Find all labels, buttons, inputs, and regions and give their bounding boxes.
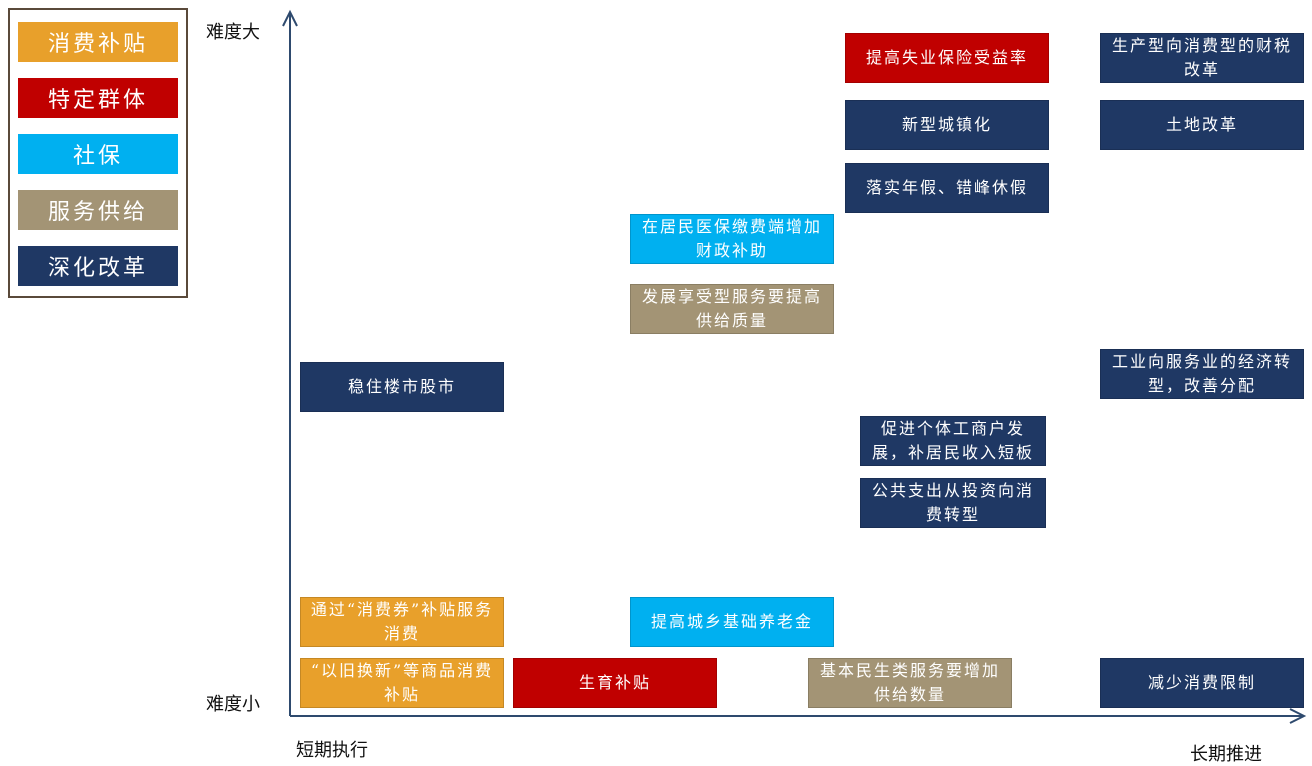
policy-box-medical-insurance-subsidy: 在居民医保缴费端增加财政补助	[630, 214, 834, 264]
policy-box-childbirth-subsidy: 生育补贴	[513, 658, 717, 708]
policy-box-public-spending-shift: 公共支出从投资向消费转型	[860, 478, 1046, 528]
x-axis-left-label: 短期执行	[296, 740, 368, 761]
policy-box-annual-leave: 落实年假、错峰休假	[845, 163, 1049, 213]
policy-box-reduce-restrictions: 减少消费限制	[1100, 658, 1304, 708]
policy-box-stabilize-markets: 稳住楼市股市	[300, 362, 504, 412]
policy-box-enjoyment-service-quality: 发展享受型服务要提高供给质量	[630, 284, 834, 334]
policy-box-economic-transformation: 工业向服务业的经济转型，改善分配	[1100, 349, 1304, 399]
legend: 消费补贴 特定群体 社保 服务供给 深化改革	[8, 8, 188, 298]
y-axis-bottom-label: 难度小	[206, 694, 260, 715]
legend-item-specific-groups: 特定群体	[18, 78, 178, 118]
policy-box-new-urbanization: 新型城镇化	[845, 100, 1049, 150]
legend-item-deepen-reform: 深化改革	[18, 246, 178, 286]
policy-box-individual-business: 促进个体工商户发展，补居民收入短板	[860, 416, 1046, 466]
policy-box-unemployment-insurance: 提高失业保险受益率	[845, 33, 1049, 83]
legend-item-consumption-subsidy: 消费补贴	[18, 22, 178, 62]
x-axis-right-label: 长期推进	[1190, 744, 1262, 765]
legend-item-social-security: 社保	[18, 134, 178, 174]
policy-box-consumption-vouchers: 通过“消费券”补贴服务消费	[300, 597, 504, 647]
y-axis-arrow	[282, 9, 298, 27]
legend-item-service-supply: 服务供给	[18, 190, 178, 230]
policy-box-fiscal-tax-reform: 生产型向消费型的财税改革	[1100, 33, 1304, 83]
policy-box-trade-in-subsidy: “以旧换新”等商品消费补贴	[300, 658, 504, 708]
policy-box-basic-service-quantity: 基本民生类服务要增加供给数量	[808, 658, 1012, 708]
x-axis-arrow	[1289, 708, 1307, 724]
policy-box-land-reform: 土地改革	[1100, 100, 1304, 150]
y-axis-top-label: 难度大	[206, 22, 260, 43]
policy-box-basic-pension: 提高城乡基础养老金	[630, 597, 834, 647]
